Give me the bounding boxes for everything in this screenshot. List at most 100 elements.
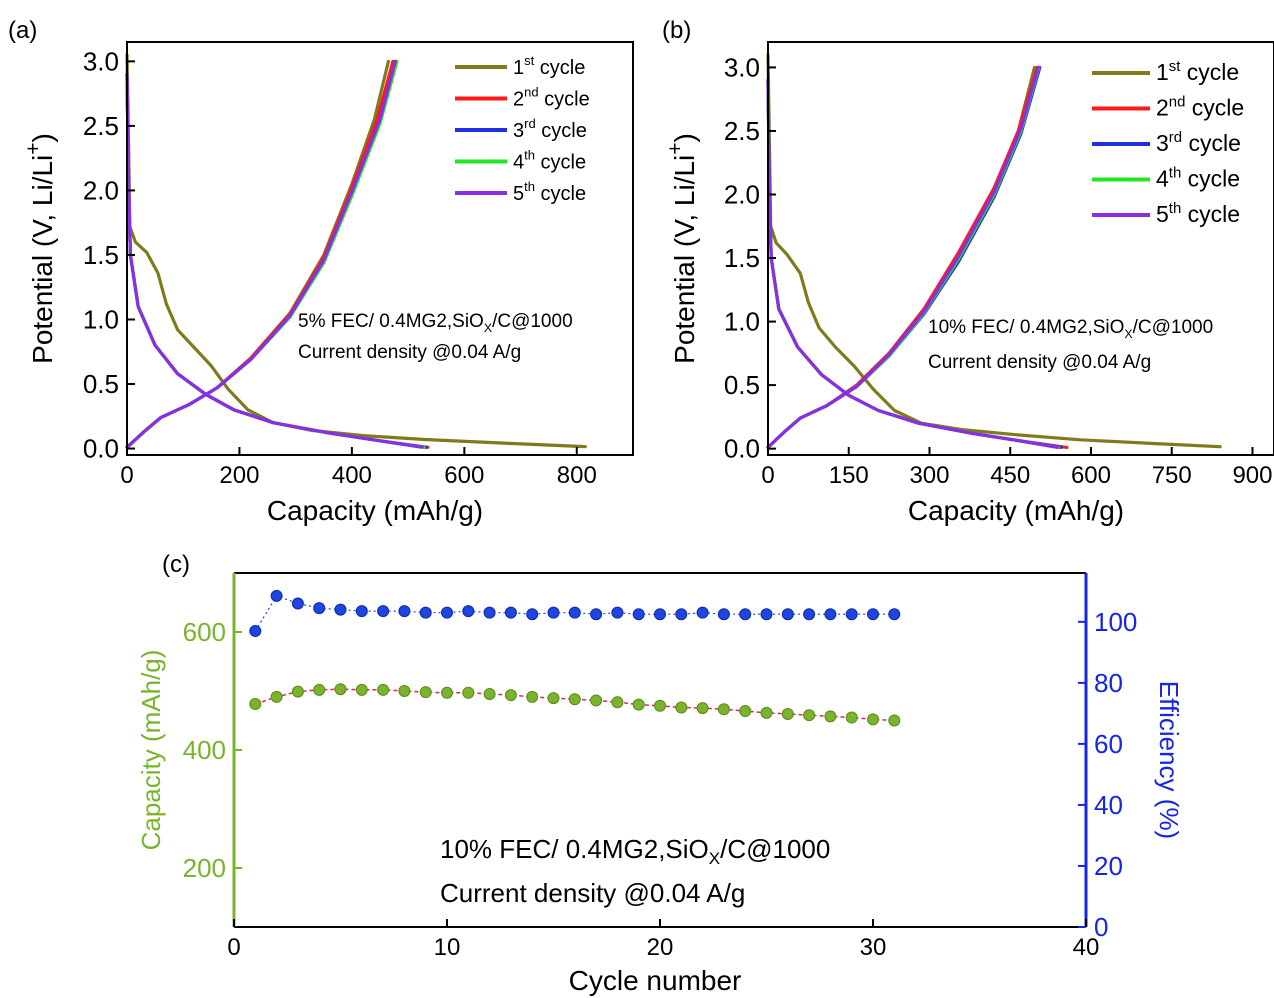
capacity-point (398, 685, 411, 697)
efficiency-point (760, 608, 773, 621)
capacity-point (824, 710, 837, 723)
y-axis-label: Potential (V, Li/Li+) (22, 133, 58, 364)
right-y-tick-label: 80 (1094, 668, 1123, 698)
cycle-3-charge-curve (125, 59, 398, 449)
y-tick-label: 0.5 (83, 369, 119, 399)
capacity-point (462, 686, 475, 699)
capacity-point (441, 686, 453, 699)
panel-label-a: (a) (8, 17, 37, 44)
annotation-current-density: Current density @0.04 A/g (298, 342, 521, 363)
annotation-composition: 10% FEC/ 0.4MG2,SiOX/C@1000 (928, 317, 1213, 341)
legend-label-cycle-2: 2nd cycle (513, 85, 590, 111)
cycle-2-charge-curve (125, 59, 395, 449)
y-axis-label: Potential (V, Li/Li+) (664, 133, 700, 364)
cycle-1-discharge-curve (766, 53, 1222, 449)
cycle-4-discharge-curve (125, 72, 426, 449)
cycle-3-discharge-curve (125, 72, 428, 449)
x-tick-label: 0 (120, 462, 133, 489)
efficiency-point (824, 608, 837, 621)
x-tick-label: 600 (444, 462, 484, 489)
efficiency-point (504, 606, 517, 619)
efficiency-point (654, 608, 666, 621)
capacity-point (696, 702, 709, 715)
capacity-point (483, 687, 496, 700)
y-tick-label: 1.5 (724, 243, 760, 273)
left-y-tick-label: 200 (183, 853, 226, 883)
panel-label-b: (b) (662, 17, 691, 44)
x-tick-label: 20 (647, 934, 674, 961)
cycle-5-charge-curve (766, 65, 1040, 449)
efficiency-point (270, 589, 283, 602)
efficiency-point (291, 597, 304, 610)
capacity-point (888, 714, 901, 727)
efficiency-point (313, 602, 326, 615)
capacity-point (675, 701, 688, 714)
cycle-5-charge-curve (125, 59, 397, 449)
efficiency-point (590, 608, 603, 621)
legend-label-cycle-1: 1st cycle (1156, 58, 1239, 85)
cycle-3-charge-curve (766, 65, 1042, 449)
y-tick-label: 2.5 (83, 111, 119, 141)
efficiency-point (632, 608, 645, 621)
x-tick-label: 450 (990, 462, 1030, 489)
capacity-point (611, 696, 624, 709)
efficiency-point (249, 624, 262, 637)
cycle-2-discharge-curve (125, 72, 430, 449)
legend-label-cycle-1: 1st cycle (513, 53, 585, 79)
capacity-point (313, 683, 326, 696)
right-y-tick-label: 60 (1094, 729, 1123, 759)
legend-label-cycle-4: 4th cycle (513, 148, 586, 174)
x-tick-label: 750 (1152, 462, 1192, 489)
legend-label-cycle-2: 2nd cycle (1156, 94, 1244, 121)
x-axis-label: Cycle number (569, 965, 742, 996)
capacity-point (526, 690, 539, 703)
capacity-point (739, 705, 752, 718)
legend-label-cycle-3: 3rd cycle (1156, 129, 1241, 156)
x-tick-label: 10 (434, 934, 461, 961)
efficiency-point (419, 606, 432, 619)
legend-label-cycle-5: 5th cycle (1156, 200, 1240, 227)
capacity-point (568, 693, 581, 706)
left-y-tick-label: 400 (183, 735, 226, 765)
chart-a-voltage-profile: 0 200 400 600 800 0.0 0.5 1.0 1.5 2.0 2.5 3.0 Capaci… (22, 41, 634, 526)
x-tick-label: 900 (1232, 462, 1272, 489)
capacity-point (377, 683, 390, 696)
efficiency-point (739, 608, 752, 621)
x-tick-label: 0 (227, 934, 240, 961)
right-y-tick-label: 0 (1094, 912, 1108, 942)
efficiency-point (781, 608, 794, 621)
capacity-point (334, 683, 347, 696)
panel-label-c: (c) (162, 551, 190, 578)
efficiency-point (462, 605, 475, 618)
efficiency-point (867, 608, 879, 621)
efficiency-point (675, 608, 688, 621)
capacity-point (355, 683, 368, 696)
cycle-1-discharge-curve (125, 53, 587, 449)
efficiency-point (334, 603, 347, 616)
x-tick-label: 0 (761, 462, 774, 489)
capacity-point (504, 689, 517, 702)
capacity-point (547, 692, 560, 705)
efficiency-point (398, 605, 411, 618)
capacity-point (654, 699, 666, 712)
y-tick-label: 1.0 (724, 307, 760, 337)
efficiency-point (568, 606, 581, 619)
cycle-5-discharge-curve (766, 78, 1060, 449)
y-tick-label: 3.0 (724, 52, 760, 82)
capacity-point (291, 685, 304, 698)
capacity-point (781, 708, 794, 721)
efficiency-point (483, 606, 496, 619)
efficiency-point (547, 606, 560, 619)
capacity-point (249, 697, 262, 710)
cycle-4-charge-curve (125, 59, 399, 449)
annotation-current-density: Current density @0.04 A/g (928, 352, 1151, 373)
capacity-point (845, 711, 858, 724)
y-tick-label: 1.0 (83, 304, 119, 334)
capacity-point (803, 709, 816, 722)
right-y-axis-label: Efficiency (%) (1154, 681, 1184, 839)
efficiency-point (696, 606, 709, 619)
y-tick-label: 2.0 (724, 179, 760, 209)
capacity-point (419, 686, 432, 699)
efficiency-point (717, 608, 730, 621)
